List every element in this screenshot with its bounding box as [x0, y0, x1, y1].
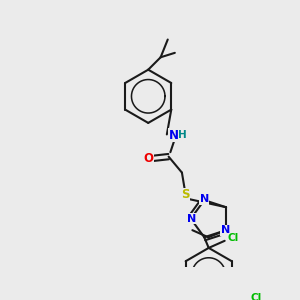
- Text: N: N: [220, 225, 230, 235]
- Text: S: S: [181, 188, 190, 201]
- Text: N: N: [169, 129, 179, 142]
- Text: H: H: [178, 130, 187, 140]
- Text: Cl: Cl: [251, 292, 262, 300]
- Text: N: N: [200, 194, 209, 204]
- Text: N: N: [187, 214, 196, 224]
- Text: Cl: Cl: [228, 233, 239, 243]
- Text: O: O: [143, 152, 153, 165]
